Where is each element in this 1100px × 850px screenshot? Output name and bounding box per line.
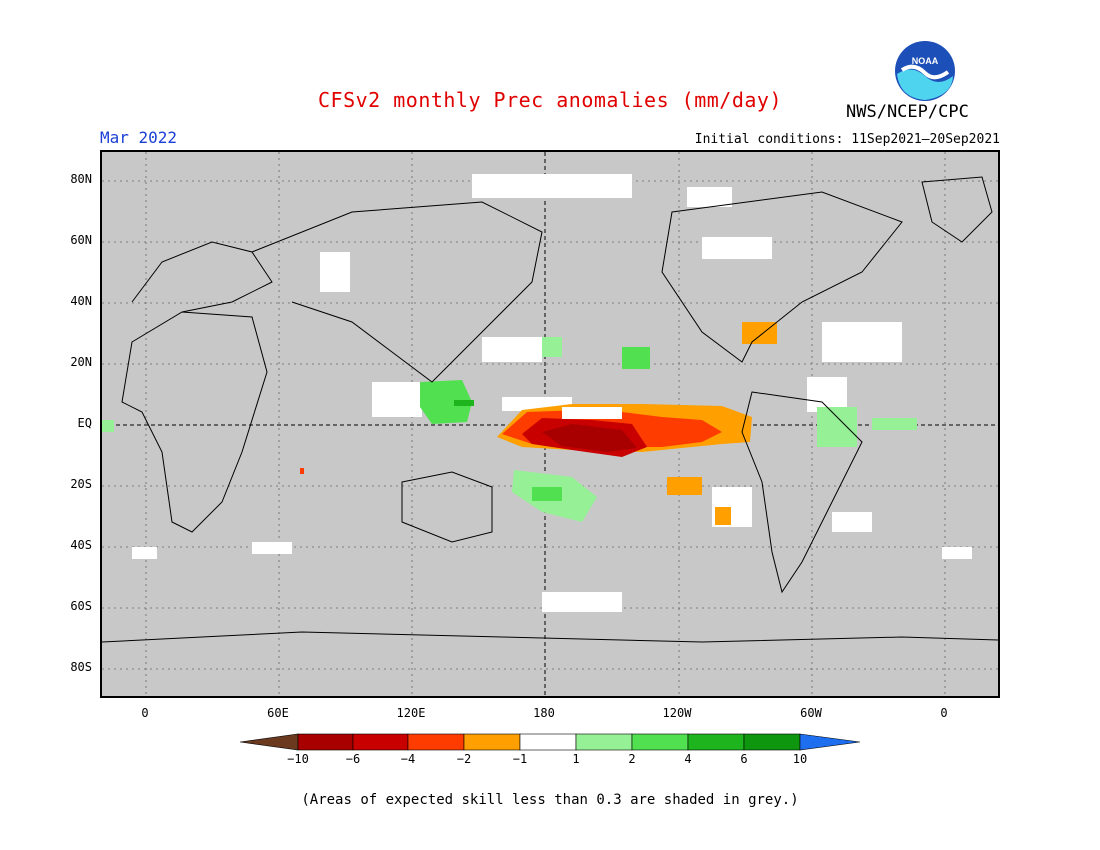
lat-label-80n: 80N [70, 172, 92, 186]
lat-label-20n: 20N [70, 355, 92, 369]
lon-label-120w: 120W [662, 706, 692, 720]
initial-conditions: Initial conditions: 11Sep2021—20Sep2021 [694, 132, 1000, 147]
colorbar-label: 4 [684, 752, 692, 766]
noaa-logo: NOAA [894, 40, 956, 106]
map-title: CFSv2 monthly Prec anomalies (mm/day) [317, 88, 783, 112]
colorbar-label: 1 [572, 752, 580, 766]
lat-label-40n: 40N [70, 294, 92, 308]
colorbar-label: 10 [792, 752, 808, 766]
map-panel [100, 150, 1000, 698]
colorbar-arrow-high [799, 733, 861, 751]
colorbar-label: −4 [400, 752, 416, 766]
colorbar-label: −10 [287, 752, 309, 766]
lat-label-eq: EQ [77, 416, 92, 430]
map-svg [101, 152, 999, 696]
month-label: Mar 2022 [100, 128, 178, 147]
lon-label-0-east: 0 [940, 706, 948, 720]
colorbar-label: −1 [512, 752, 528, 766]
lon-label-180: 180 [533, 706, 555, 720]
colorbar-label: −2 [456, 752, 472, 766]
colorbar-label: −6 [345, 752, 361, 766]
lat-label-60n: 60N [70, 233, 92, 247]
colorbar-svg [239, 733, 861, 751]
lat-label-80s: 80S [70, 660, 92, 674]
lat-label-60s: 60S [70, 599, 92, 613]
lon-label-60e: 60E [267, 706, 289, 720]
lon-label-120e: 120E [396, 706, 426, 720]
wet-patches [102, 337, 917, 522]
logo-text: NOAA [912, 56, 939, 66]
lon-label-0: 0 [141, 706, 149, 720]
skill-footnote: (Areas of expected skill less than 0.3 a… [301, 792, 799, 808]
lat-label-40s: 40S [70, 538, 92, 552]
colorbar [239, 733, 861, 755]
coastlines [101, 176, 999, 643]
colorbar-label: 2 [628, 752, 636, 766]
lon-label-60w: 60W [800, 706, 822, 720]
agency-label: NWS/NCEP/CPC [846, 102, 969, 122]
white-patches [132, 174, 972, 612]
colorbar-label: 6 [740, 752, 748, 766]
colorbar-arrow-low [239, 733, 299, 751]
lat-label-20s: 20S [70, 477, 92, 491]
dry-anomaly-band [300, 322, 777, 525]
